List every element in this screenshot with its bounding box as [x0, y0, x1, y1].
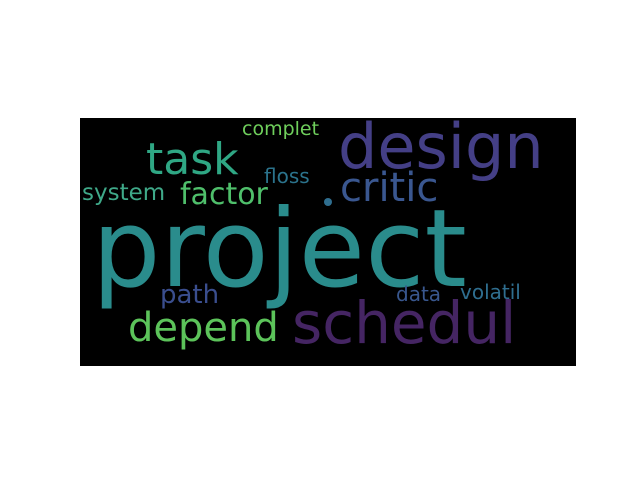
word-system: system	[82, 180, 166, 206]
word-cloud: project design schedul task critic depen…	[80, 118, 576, 366]
word-schedul: schedul	[292, 289, 517, 357]
word-floss: floss	[264, 164, 310, 188]
word-project: project	[92, 187, 467, 312]
word-critic: critic	[340, 165, 439, 211]
word-complet: complet	[242, 118, 320, 140]
word-data: data	[396, 282, 442, 306]
word-path: path	[160, 280, 220, 310]
word-volatil: volatil	[460, 280, 521, 304]
word-design: design	[338, 118, 544, 183]
word-depend: depend	[128, 305, 279, 351]
word-task: task	[146, 134, 239, 185]
stray-dot	[324, 198, 332, 206]
word-factor: factor	[180, 177, 268, 212]
